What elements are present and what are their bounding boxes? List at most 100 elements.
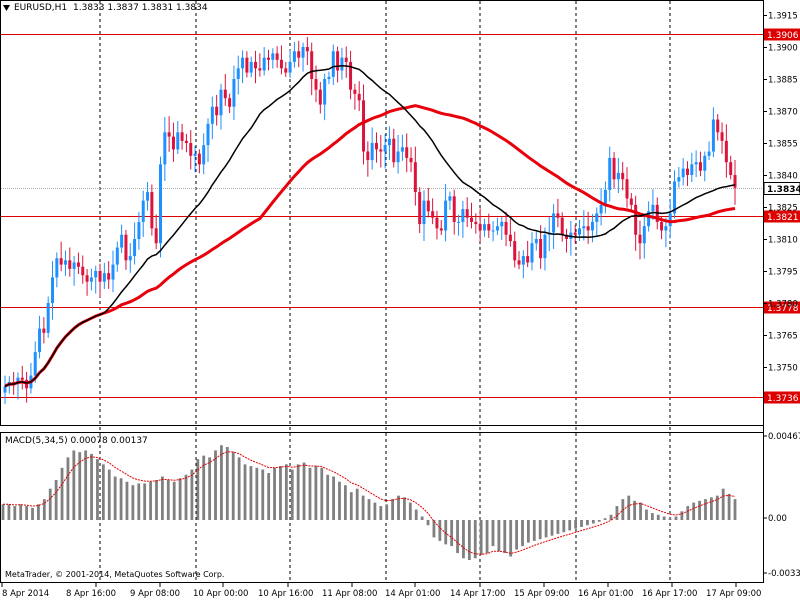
candle-body [396,151,400,163]
chart-menu-triangle-icon[interactable] [3,5,10,11]
macd-histogram-bar [615,506,619,520]
price-axis-label: 1.3885 [768,76,798,86]
macd-histogram-bar [668,518,672,520]
fast-moving-average-line [4,65,736,387]
candle-body [210,106,214,124]
candle-body [392,138,396,163]
macd-histogram-bar [231,452,235,520]
candle-body [595,213,599,222]
price-axis-label: 1.3900 [768,44,798,54]
candle-body [202,145,206,165]
macd-histogram-bar [48,488,52,520]
macd-histogram-bar [645,509,648,520]
candle-body [638,234,642,244]
macd-histogram-bar [131,485,135,520]
macd-histogram-bar [733,499,737,520]
macd-histogram-bar [119,478,123,520]
candle-body [720,132,724,141]
candle-body [288,61,292,73]
macd-histogram-bar [526,520,530,543]
level-price-tag-text: 1.3906 [767,31,799,41]
level-price-tag-text: 1.3736 [767,394,799,404]
macd-histogram-bar [373,502,377,520]
time-axis-label: 9 Apr 08:00 [130,589,180,599]
candle-body [457,221,461,223]
candle-body [228,98,232,107]
macd-histogram-bar [591,520,595,524]
macd-histogram-bar [580,520,583,527]
candle-body [128,256,132,261]
candle-body [72,262,76,269]
macd-histogram-bar [125,481,129,520]
macd-histogram-bar [721,488,725,520]
candle-body [297,51,301,58]
candle-body [20,377,24,380]
macd-histogram-bar [249,466,253,520]
candle-body [716,119,720,133]
macd-histogram-bar [544,520,548,538]
macd-histogram-bar [391,499,395,520]
macd-histogram-bar [686,506,690,520]
macd-histogram-bar [650,513,654,520]
ohlc-readout: 1.3833 1.3837 1.3831 1.3834 [73,3,208,13]
candle-body [418,192,422,225]
macd-histogram-bar [243,464,247,520]
candle-body [59,258,63,265]
macd-histogram-bar [521,520,524,547]
moving-averages [4,65,736,388]
macd-histogram-bar [704,499,707,520]
price-axis-label: 1.3855 [768,140,798,150]
macd-histogram-bar [538,520,542,540]
candle-body [724,140,728,163]
macd-histogram-bar [273,467,276,520]
macd-histogram-bar [261,469,265,520]
candle-body [301,47,305,58]
macd-histogram-bar [603,518,607,520]
macd-histogram-bar [72,450,76,520]
macd-histogram-bar [113,476,117,520]
candle-body [452,196,456,222]
candle-body [163,132,167,165]
macd-histogram-bar [314,466,318,520]
candle-body [357,93,361,101]
macd-histogram-bar [426,520,430,526]
macd-histogram-bar [190,469,194,520]
candle-body [461,209,465,222]
macd-histogram-bar [692,502,696,520]
macd-axis-label: -0.0033 [768,569,800,579]
price-axis-label: 1.3810 [768,236,798,246]
level-price-tag [764,210,800,223]
candle-body [698,162,702,171]
candle-body [120,234,124,248]
candle-body [500,221,504,227]
candle-body [534,239,538,244]
macd-histogram-bar [656,514,660,520]
candle-body [223,89,227,99]
candle-body [577,228,581,235]
macd-histogram-bar [326,474,330,520]
time-axis-label: 11 Apr 08:00 [322,589,377,599]
macd-histogram-bar [172,481,176,520]
candle-body [413,162,417,193]
candle-body [552,213,556,233]
candle-body [197,153,201,165]
macd-histogram-bar [491,520,495,547]
candle-body [314,79,318,90]
candle-body [504,221,508,235]
candle-body [115,247,119,265]
candle-body [171,136,175,150]
level-price-tag-text: 1.3778 [767,304,799,314]
level-price-tag [764,28,800,41]
candle-body [733,175,737,188]
macd-histogram-bar [479,520,483,555]
candle-body [46,303,50,333]
time-axis-label: 16 Apr 01:00 [578,589,633,599]
macd-histogram-bar [408,502,412,520]
candle-body [560,217,564,235]
candle-body [448,196,452,201]
candle-body [707,151,711,156]
macd-histogram-bar [101,464,105,520]
macd-histogram-bar [343,485,347,520]
